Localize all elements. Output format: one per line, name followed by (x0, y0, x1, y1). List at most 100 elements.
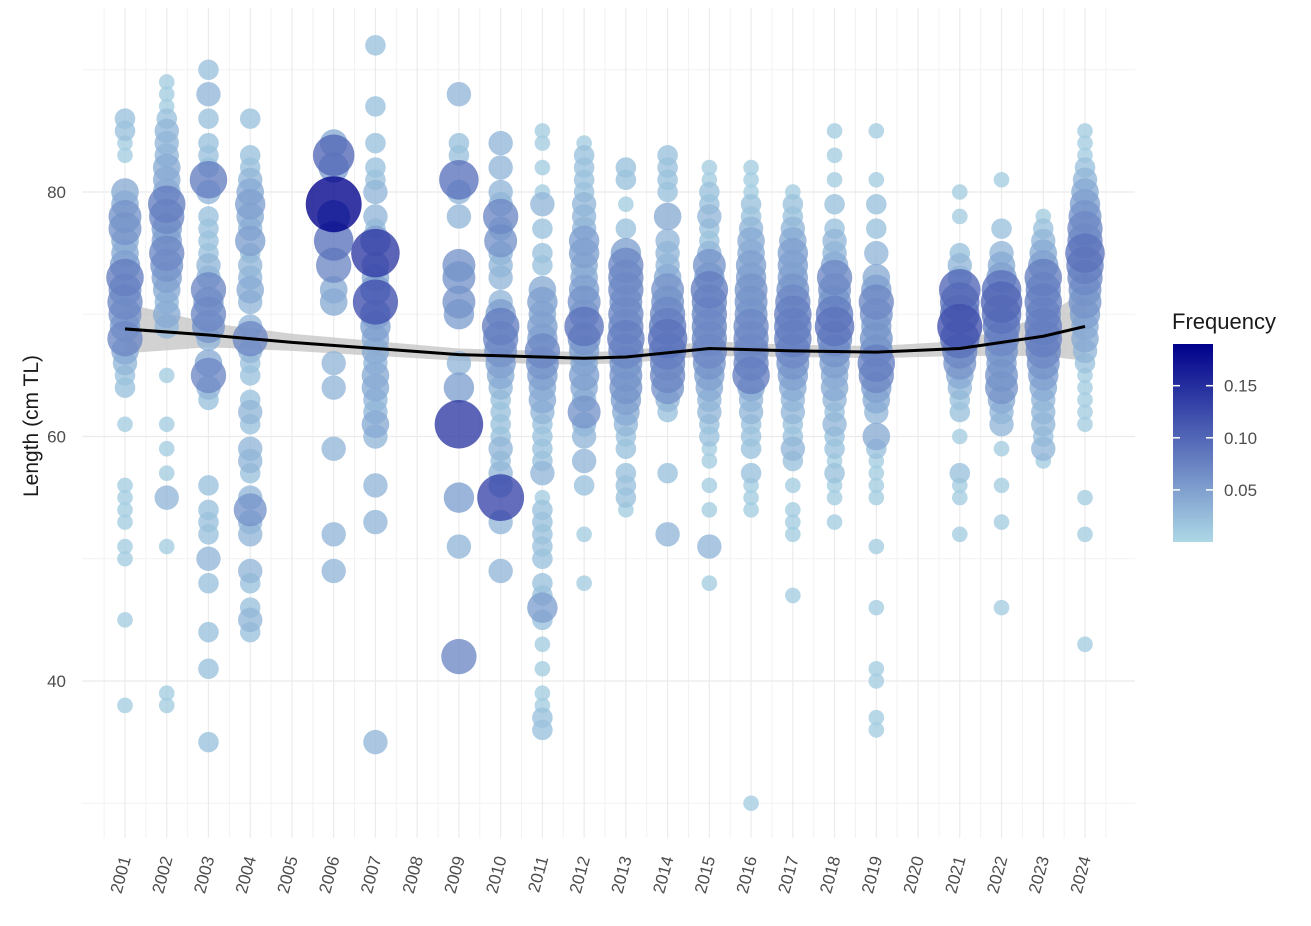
legend-colorbar (1173, 344, 1213, 542)
bubble-point (363, 179, 388, 205)
bubble-point (532, 218, 553, 239)
bubble-point (321, 375, 346, 400)
bubble-point (196, 253, 221, 278)
bubble-point (158, 538, 175, 555)
bubble-point (108, 199, 142, 233)
x-tick-label: 2014 (649, 854, 677, 895)
bubble-point (740, 462, 762, 484)
bubble-point (434, 400, 484, 449)
bubble-point (647, 318, 688, 359)
bubble-point (868, 709, 885, 726)
bubble-point (1077, 404, 1093, 420)
bubble-point (117, 697, 133, 714)
bubble-point (571, 448, 597, 474)
bubble-point (198, 572, 219, 594)
bubble-point (238, 253, 263, 278)
bubble-point (117, 489, 133, 506)
bubble-point (443, 372, 475, 403)
bubble-point (484, 224, 518, 258)
bubble-point (951, 489, 968, 506)
bubble-point (147, 185, 186, 223)
bubble-point (117, 550, 133, 567)
bubble-point (607, 319, 645, 358)
bubble-point (690, 271, 729, 309)
bubble-point (361, 410, 390, 439)
bubble-point (524, 333, 561, 369)
bubble-point (732, 356, 770, 395)
bubble-point (321, 558, 346, 584)
y-tick-label: 40 (47, 672, 66, 691)
bubble-point (106, 258, 144, 297)
grid-major-lines (82, 8, 1135, 838)
bubble-point (117, 612, 133, 628)
bubble-point (868, 599, 885, 616)
bubble-point (864, 240, 889, 266)
bubble-point (993, 440, 1010, 457)
bubble-point (733, 308, 769, 345)
bubble-point (532, 707, 553, 728)
bubble-point (993, 514, 1010, 530)
bubble-point (822, 412, 847, 437)
bubble-point (1077, 379, 1093, 396)
legend-tick-label: 0.05 (1224, 481, 1257, 500)
bubble-point (785, 477, 801, 494)
x-tick-label: 2018 (816, 854, 844, 895)
bubble-point (313, 221, 354, 261)
bubble-point (868, 722, 885, 738)
bubble-point (774, 295, 812, 334)
bubble-point (567, 395, 601, 429)
bubble-point (993, 599, 1010, 616)
bubble-point (735, 250, 767, 281)
bubble-point (785, 587, 801, 604)
bubble-point (564, 306, 604, 347)
bubble-point (198, 658, 219, 680)
bubble-point (866, 193, 887, 215)
bubble-point (655, 228, 680, 254)
bubble-point (701, 575, 718, 591)
bubble-point (868, 538, 885, 555)
bubble-point (866, 218, 887, 239)
bubble-point (655, 522, 680, 547)
bubble-point (198, 108, 219, 129)
bubble-point (321, 436, 346, 461)
bubble-point (158, 697, 175, 714)
bubble-point (826, 123, 843, 139)
bubble-point (701, 477, 718, 494)
bubble-point (780, 436, 806, 461)
x-tick-label: 2023 (1025, 854, 1053, 895)
bubble-point (439, 159, 479, 200)
bubble-point (862, 422, 891, 451)
y-tick-label: 80 (47, 183, 66, 202)
bubble-point (363, 509, 388, 535)
bubble-point (826, 489, 843, 506)
bubble-point (737, 227, 765, 255)
bubble-point (1077, 416, 1093, 433)
bubble-point (777, 237, 809, 269)
bubble-point (190, 272, 227, 308)
x-tick-label: 2017 (775, 854, 803, 895)
bubble-point (1077, 489, 1093, 506)
x-tick-labels: 2001 2002 2003 2004 2005 2006 2007 2008 2009 2010… (107, 854, 1095, 895)
bubble-point (117, 416, 133, 433)
x-tick-label: 2015 (691, 854, 719, 895)
bubble-point (198, 206, 219, 227)
bubble-point (235, 225, 266, 257)
bubble-point (117, 514, 133, 530)
x-tick-label: 2012 (566, 854, 594, 895)
bubble-point (117, 502, 133, 518)
bubble-point (534, 123, 551, 139)
x-tick-label: 2008 (399, 854, 427, 895)
y-axis-label: Length (cm TL) (20, 355, 43, 497)
legend-title: Frequency (1172, 309, 1276, 334)
bubble-point (993, 171, 1010, 188)
bubble-point (857, 344, 896, 382)
bubble-point (743, 159, 759, 176)
bubble-point (949, 462, 971, 484)
bubble-point (152, 300, 181, 329)
bubble-point (233, 493, 267, 527)
bubble-point (158, 465, 175, 481)
bubble-point (824, 462, 845, 484)
bubble-point (951, 208, 968, 225)
bubble-point (482, 198, 519, 235)
x-tick-label: 2006 (315, 854, 343, 895)
